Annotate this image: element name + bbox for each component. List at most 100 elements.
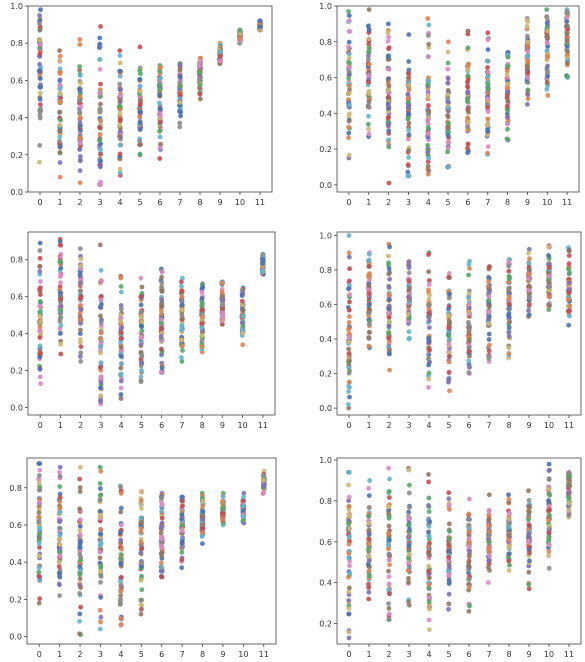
scatter-point — [346, 629, 352, 635]
points-group — [346, 233, 572, 411]
scatter-point — [36, 565, 42, 570]
scatter-point — [546, 500, 552, 506]
scatter-point — [99, 278, 104, 284]
scatter-point — [139, 506, 144, 511]
scatter-point — [180, 498, 186, 504]
scatter-point — [137, 127, 143, 132]
scatter-point — [77, 631, 82, 637]
scatter-point — [139, 546, 144, 551]
scatter-point — [57, 542, 63, 548]
x-tick-label: 3 — [98, 650, 103, 659]
scatter-point — [346, 9, 351, 14]
scatter-point — [118, 593, 123, 598]
scatter-point — [77, 246, 83, 251]
x-tick-label: 8 — [506, 421, 511, 430]
scatter-point — [466, 295, 471, 300]
scatter-point — [406, 127, 412, 133]
scatter-point — [405, 169, 411, 175]
y-tick-label: 0.6 — [319, 538, 332, 547]
scatter-point — [406, 71, 412, 77]
x-tick-label: 8 — [505, 198, 510, 207]
scatter-point — [406, 546, 412, 552]
scatter-point — [387, 537, 392, 543]
scatter-plot-6: 0 1 2 3 4 5 6 7 8 9 10 11 0.2 0.4 0.6 0.8 1.0 — [319, 456, 582, 659]
scatter-point — [158, 325, 164, 331]
scatter-point — [197, 75, 203, 81]
scatter-point — [179, 307, 185, 313]
scatter-point — [485, 30, 491, 36]
scatter-point — [58, 280, 63, 285]
scatter-point — [257, 18, 263, 24]
scatter-point — [158, 560, 164, 566]
scatter-point — [544, 80, 550, 86]
scatter-point — [407, 335, 412, 341]
scatter-point — [139, 560, 145, 566]
scatter-point — [239, 293, 245, 298]
scatter-point — [406, 265, 412, 271]
scatter-point — [57, 82, 63, 87]
scatter-point — [426, 585, 432, 591]
scatter-point — [159, 304, 164, 310]
scatter-point — [99, 317, 104, 323]
scatter-point — [98, 579, 103, 585]
scatter-point — [545, 63, 550, 69]
scatter-point — [567, 483, 572, 489]
scatter-point — [118, 93, 123, 99]
scatter-point — [347, 469, 352, 475]
scatter-point — [118, 537, 124, 543]
scatter-point — [118, 330, 124, 335]
scatter-point — [485, 129, 490, 134]
scatter-point — [525, 87, 531, 93]
scatter-point — [117, 142, 123, 148]
scatter-point — [78, 344, 84, 350]
scatter-point — [36, 553, 42, 559]
y-tick-label: 0.4 — [319, 335, 332, 344]
scatter-point — [57, 66, 63, 72]
scatter-point — [117, 60, 123, 66]
scatter-point — [446, 342, 452, 347]
scatter-point — [159, 508, 165, 514]
scatter-point — [36, 532, 42, 537]
scatter-point — [564, 37, 570, 43]
scatter-point — [426, 306, 432, 312]
scatter-point — [366, 343, 372, 349]
scatter-point — [366, 558, 372, 564]
scatter-point — [546, 553, 551, 559]
x-tick-label: 5 — [137, 198, 142, 207]
scatter-point — [446, 542, 452, 548]
scatter-point — [347, 87, 352, 93]
scatter-point — [387, 495, 392, 500]
scatter-point — [58, 341, 64, 347]
scatter-point — [77, 42, 83, 47]
scatter-point — [38, 279, 43, 284]
points-group — [346, 7, 571, 186]
scatter-point — [241, 490, 247, 496]
x-tick-label: 6 — [159, 421, 164, 430]
scatter-point — [426, 385, 431, 390]
scatter-point — [159, 365, 165, 370]
scatter-point — [139, 573, 145, 579]
scatter-point — [197, 82, 203, 88]
scatter-point — [97, 607, 103, 613]
scatter-point — [179, 565, 185, 571]
scatter-point — [118, 396, 124, 401]
x-tick-label: 6 — [465, 198, 470, 207]
scatter-point — [346, 351, 352, 356]
scatter-point — [526, 538, 531, 544]
scatter-point — [119, 325, 124, 331]
scatter-point — [366, 291, 372, 296]
scatter-point — [157, 128, 163, 134]
scatter-point — [56, 564, 62, 569]
plot-frame — [336, 457, 582, 645]
scatter-point — [485, 58, 491, 64]
scatter-point — [567, 473, 572, 479]
scatter-point — [177, 120, 183, 126]
scatter-point — [346, 574, 351, 580]
scatter-point — [347, 266, 352, 272]
scatter-point — [544, 24, 550, 30]
scatter-point — [346, 91, 352, 96]
scatter-point — [77, 288, 83, 294]
scatter-point — [525, 80, 531, 85]
scatter-point — [118, 484, 123, 490]
x-tick-label: 1 — [366, 421, 371, 430]
